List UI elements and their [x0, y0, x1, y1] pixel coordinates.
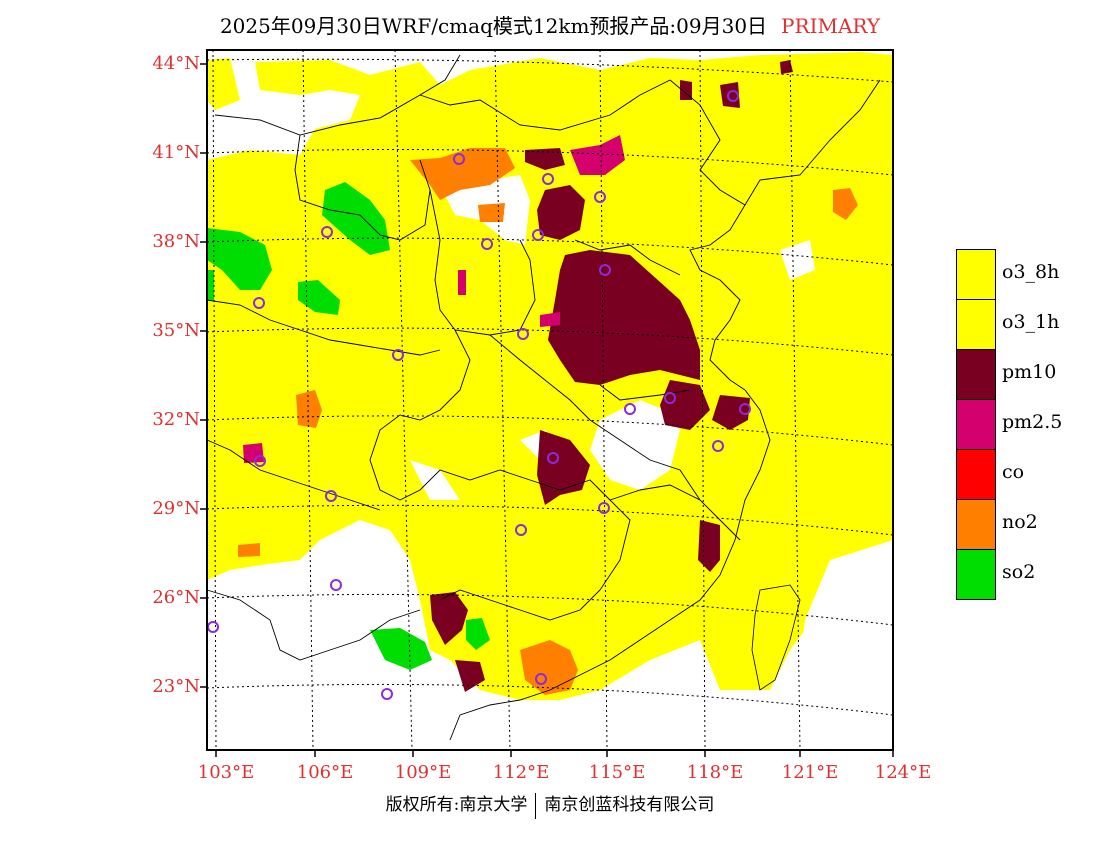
legend-swatch: [956, 349, 996, 400]
site-marker: [253, 297, 265, 309]
legend-swatch: [956, 249, 996, 300]
lat-label: 23°N: [152, 676, 200, 697]
lon-label: 109°E: [394, 762, 452, 783]
legend-item-co: co: [956, 449, 1025, 500]
legend-label: pm10: [1002, 361, 1057, 383]
site-marker: [727, 90, 739, 102]
site-marker: [624, 403, 636, 415]
site-marker: [664, 392, 676, 404]
legend-label: o3_1h: [1002, 311, 1060, 333]
site-marker: [254, 455, 266, 467]
legend-label: co: [1002, 461, 1025, 483]
lat-label: 35°N: [152, 320, 200, 341]
site-marker: [532, 229, 544, 241]
taiwan-region: [751, 584, 801, 691]
lat-label: 32°N: [152, 409, 200, 430]
site-marker: [517, 328, 529, 340]
lat-label: 29°N: [152, 498, 200, 519]
legend-label: no2: [1002, 511, 1038, 533]
site-marker: [330, 579, 342, 591]
lat-label: 26°N: [152, 587, 200, 608]
legend-label: so2: [1002, 561, 1036, 583]
graticule: [206, 49, 894, 751]
title-primary-tag: PRIMARY: [781, 14, 881, 38]
legend-item-pm25: pm2.5: [956, 399, 1062, 450]
lat-label: 41°N: [152, 142, 200, 163]
site-marker: [325, 490, 337, 502]
site-marker: [599, 264, 611, 276]
site-marker: [712, 440, 724, 452]
site-marker: [453, 153, 465, 165]
lon-label: 118°E: [686, 762, 744, 783]
legend-label: pm2.5: [1002, 411, 1063, 433]
footer-separator: [535, 792, 537, 819]
site-marker: [547, 452, 559, 464]
lon-label: 121°E: [781, 762, 839, 783]
axis-ticks: [200, 63, 894, 757]
so2-region: [207, 182, 490, 670]
lat-label: 38°N: [152, 231, 200, 252]
map-title: 2025年09月30日WRF/cmaq模式12km预报产品:09月30日 PRIM…: [0, 10, 1100, 39]
legend-swatch: [956, 449, 996, 500]
site-marker: [515, 524, 527, 536]
legend-item-o3-1h: o3_1h: [956, 299, 1059, 350]
legend: o3_8h o3_1h pm10 pm2.5 co no2 so2: [956, 249, 1062, 600]
lat-label: 44°N: [152, 53, 200, 74]
lon-label: 115°E: [588, 762, 646, 783]
no2-region: [238, 148, 858, 695]
legend-swatch: [956, 499, 996, 550]
site-marker: [535, 673, 547, 685]
title-text: 2025年09月30日WRF/cmaq模式12km预报产品:09月30日: [219, 14, 768, 38]
site-marker: [381, 688, 393, 700]
legend-label: o3_8h: [1002, 261, 1060, 283]
site-marker: [542, 173, 554, 185]
pm25-region: [243, 135, 625, 463]
site-marker: [481, 238, 493, 250]
copyright-text: 版权所有:南京大学: [385, 795, 528, 815]
legend-swatch: [956, 299, 996, 350]
lon-label: 112°E: [492, 762, 550, 783]
map-frame: [206, 49, 894, 751]
pm10-region: [430, 60, 793, 692]
boundary-lines: [206, 54, 881, 741]
legend-swatch: [956, 549, 996, 600]
site-marker: [598, 502, 610, 514]
lon-label: 106°E: [296, 762, 354, 783]
legend-item-no2: no2: [956, 499, 1038, 550]
legend-item-pm10: pm10: [956, 349, 1056, 400]
lon-label: 103°E: [197, 762, 255, 783]
legend-item-o3-8h: o3_8h: [956, 249, 1059, 300]
legend-swatch: [956, 399, 996, 450]
site-marker: [594, 191, 606, 203]
legend-item-so2: so2: [956, 549, 1035, 600]
lon-label: 124°E: [874, 762, 932, 783]
copyright-footer: 版权所有:南京大学 南京创蓝科技有限公司: [0, 790, 1100, 819]
company-text: 南京创蓝科技有限公司: [544, 795, 715, 815]
site-marker: [321, 226, 333, 238]
site-marker: [739, 403, 751, 415]
site-marker: [392, 349, 404, 361]
